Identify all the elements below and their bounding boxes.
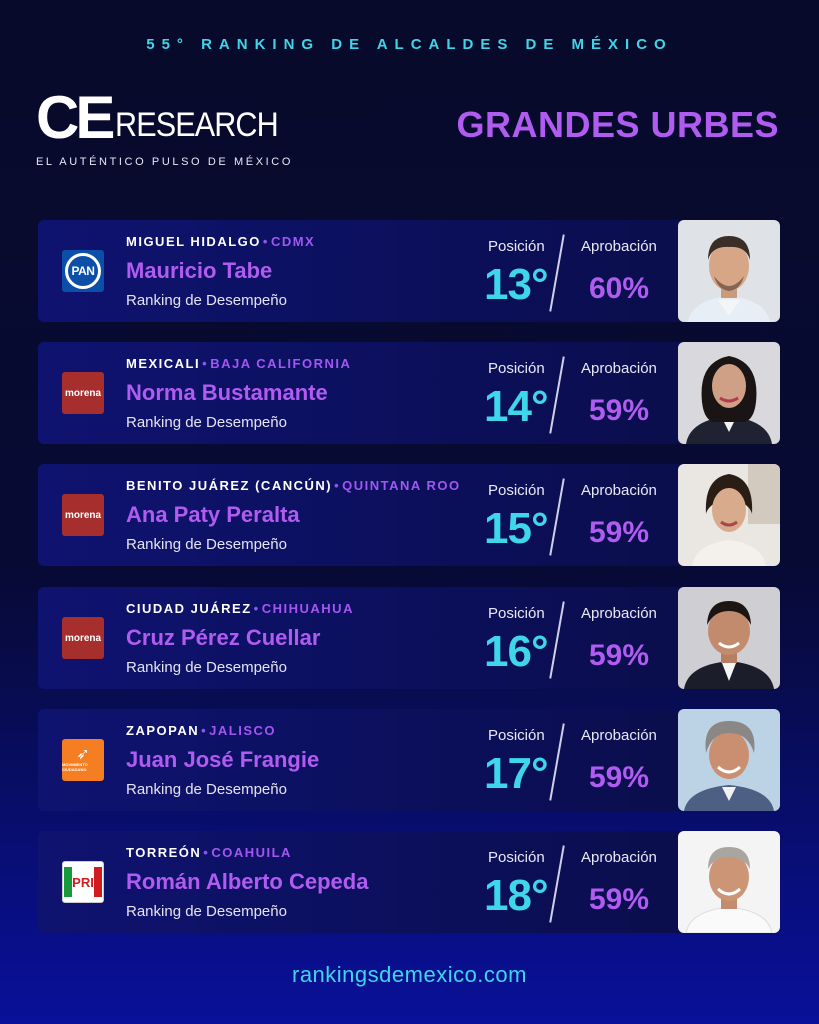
- position-value: 14°: [484, 382, 549, 431]
- ranking-label: Ranking de Desempeño: [126, 781, 287, 798]
- approval-label: Aprobación: [581, 727, 657, 744]
- approval-label: Aprobación: [581, 360, 657, 377]
- ranking-title: 55° RANKING DE ALCALDES DE MÉXICO: [146, 36, 673, 53]
- approval-value: 59%: [589, 516, 650, 549]
- city-name: TORREÓN: [126, 845, 202, 860]
- city-name: ZAPOPAN: [126, 723, 200, 738]
- divider: [549, 723, 565, 801]
- ranking-label: Ranking de Desempeño: [126, 292, 287, 309]
- mayor-photo: [678, 342, 780, 444]
- state-name: QUINTANA ROO: [342, 478, 461, 493]
- position-label: Posición: [488, 605, 545, 622]
- divider: [549, 234, 565, 312]
- city-name: CIUDAD JUÁREZ: [126, 601, 252, 616]
- position-label: Posición: [488, 360, 545, 377]
- movimiento-ciudadano-logo-icon: ➶ MOVIMIENTO CIUDADANO: [62, 739, 104, 781]
- approval-value: 59%: [589, 761, 650, 794]
- mayor-card: morena BENITO JUÁREZ (CANCÚN) • QUINTANA R…: [38, 464, 780, 566]
- location: CIUDAD JUÁREZ • CHIHUAHUA: [126, 601, 354, 616]
- logo-research-text: RESEARCH: [115, 106, 279, 144]
- ceresearch-logo: CE RESEARCH EL AUTÉNTICO PULSO DE MÉXICO: [36, 82, 290, 172]
- position-label: Posición: [488, 238, 545, 255]
- position-value: 15°: [484, 504, 549, 553]
- state-name: BAJA CALIFORNIA: [210, 356, 352, 371]
- mayor-card: morena MEXICALI • BAJA CALIFORNIA Norma Bu…: [38, 342, 780, 444]
- position-label: Posición: [488, 849, 545, 866]
- ranking-label: Ranking de Desempeño: [126, 903, 287, 920]
- approval-value: 60%: [589, 272, 650, 305]
- ranking-label: Ranking de Desempeño: [126, 414, 287, 431]
- position-value: 13°: [484, 260, 549, 309]
- ranking-label: Ranking de Desempeño: [126, 536, 287, 553]
- position-value: 17°: [484, 749, 549, 798]
- mayor-name: Juan José Frangie: [126, 747, 320, 772]
- mayor-photo: [678, 709, 780, 811]
- city-name: MIGUEL HIDALGO: [126, 234, 261, 249]
- divider: [549, 478, 565, 556]
- approval-label: Aprobación: [581, 482, 657, 499]
- mayor-name: Román Alberto Cepeda: [126, 869, 369, 894]
- city-name: MEXICALI: [126, 356, 201, 371]
- website-link[interactable]: rankingsdemexico.com: [292, 962, 527, 987]
- mayor-name: Cruz Pérez Cuellar: [126, 625, 321, 650]
- approval-label: Aprobación: [581, 849, 657, 866]
- divider: [549, 601, 565, 679]
- state-name: JALISCO: [209, 723, 277, 738]
- location: BENITO JUÁREZ (CANCÚN) • QUINTANA ROO: [126, 478, 461, 493]
- city-name: BENITO JUÁREZ (CANCÚN): [126, 478, 333, 493]
- approval-label: Aprobación: [581, 605, 657, 622]
- mayor-photo: [678, 464, 780, 566]
- mayor-photo: [678, 220, 780, 322]
- approval-label: Aprobación: [581, 238, 657, 255]
- state-name: COAHUILA: [211, 845, 292, 860]
- approval-value: 59%: [589, 394, 650, 427]
- position-label: Posición: [488, 727, 545, 744]
- state-name: CHIHUAHUA: [261, 601, 354, 616]
- logo-tagline: EL AUTÉNTICO PULSO DE MÉXICO: [36, 156, 293, 168]
- morena-logo-icon: morena: [62, 494, 104, 536]
- ranking-label: Ranking de Desempeño: [126, 659, 287, 676]
- pan-logo-icon: PAN: [62, 250, 104, 292]
- mayor-card: morena CIUDAD JUÁREZ • CHIHUAHUA Cruz Pére…: [38, 587, 780, 689]
- approval-value: 59%: [589, 639, 650, 672]
- location: MIGUEL HIDALGO • CDMX: [126, 234, 316, 249]
- morena-logo-icon: morena: [62, 617, 104, 659]
- mayor-card: PAN MIGUEL HIDALGO • CDMX Mauricio Tabe Ra…: [38, 220, 780, 322]
- category-title: GRANDES URBES: [456, 104, 779, 145]
- position-label: Posición: [488, 482, 545, 499]
- divider: [549, 845, 565, 923]
- state-name: CDMX: [270, 234, 316, 249]
- location: ZAPOPAN • JALISCO: [126, 723, 277, 738]
- mayor-card: ➶ MOVIMIENTO CIUDADANO ZAPOPAN • JALISCO J…: [38, 709, 780, 811]
- position-value: 18°: [484, 871, 549, 920]
- location: MEXICALI • BAJA CALIFORNIA: [126, 356, 352, 371]
- mayor-name: Mauricio Tabe: [126, 258, 273, 283]
- location: TORREÓN • COAHUILA: [126, 845, 292, 860]
- pri-logo-icon: PRI: [62, 861, 104, 903]
- morena-logo-icon: morena: [62, 372, 104, 414]
- divider: [549, 356, 565, 434]
- approval-value: 59%: [589, 883, 650, 916]
- position-value: 16°: [484, 627, 549, 676]
- mayor-name: Norma Bustamante: [126, 380, 328, 405]
- mayor-name: Ana Paty Peralta: [126, 502, 300, 527]
- mayor-photo: [678, 831, 780, 933]
- mayor-card: PRI TORREÓN • COAHUILA Román Alberto Ceped…: [38, 831, 780, 933]
- mayor-photo: [678, 587, 780, 689]
- logo-ce-text: CE: [36, 84, 115, 151]
